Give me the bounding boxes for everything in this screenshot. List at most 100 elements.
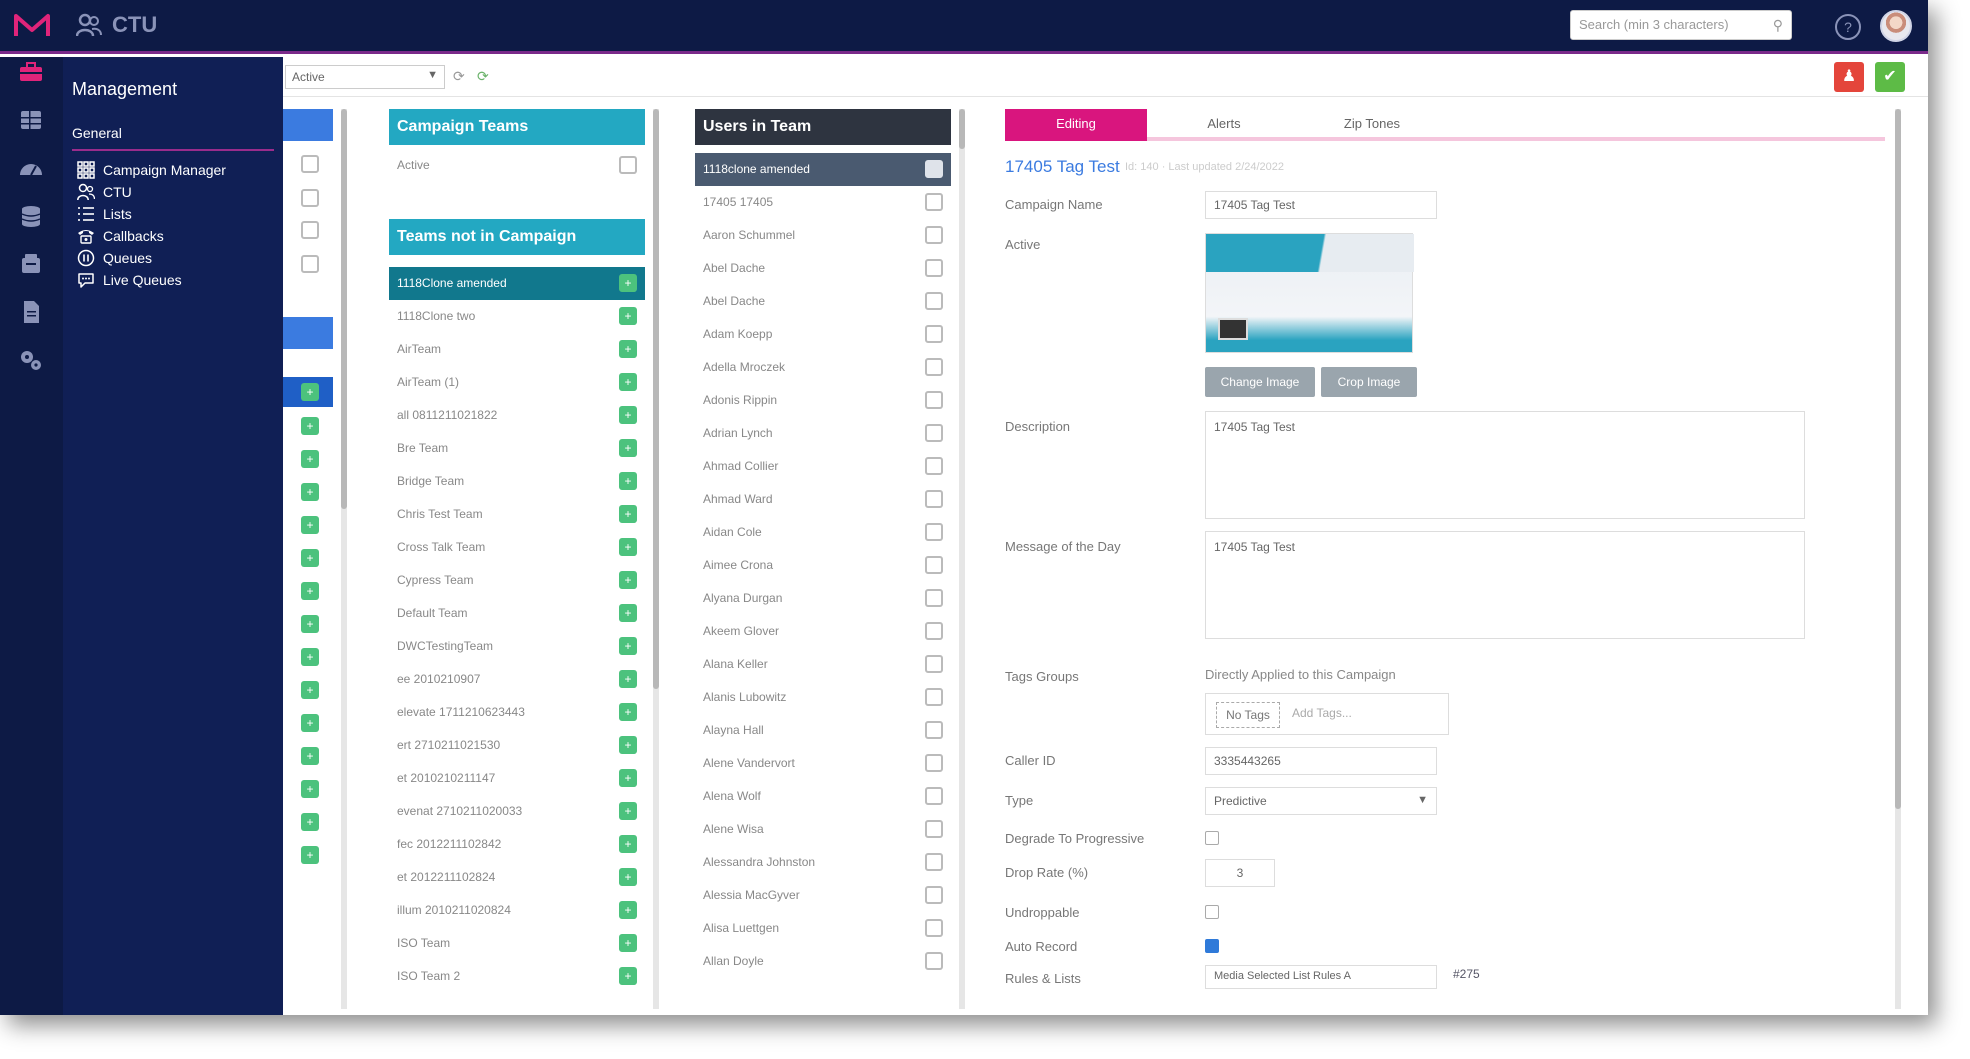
scrollbar[interactable] [653, 109, 659, 1009]
list-item[interactable]: all 0811211021822 + [389, 399, 645, 432]
brand-logo-icon[interactable] [14, 12, 50, 40]
list-item[interactable]: et 2010210211147 + [389, 762, 645, 795]
remove-checkbox[interactable] [925, 622, 943, 640]
scrollbar[interactable] [341, 109, 347, 1009]
remove-checkbox[interactable] [925, 226, 943, 244]
list-item[interactable]: Akeem Glover [695, 615, 951, 648]
save-button[interactable]: ✔ [1875, 62, 1905, 92]
list-item[interactable]: Alene Vandervort [695, 747, 951, 780]
add-icon[interactable]: + [301, 813, 319, 831]
list-item[interactable]: elevate 1711210623443 + [389, 696, 645, 729]
list-item[interactable]: Bre Team + [389, 432, 645, 465]
list-item[interactable]: Abel Dache [695, 285, 951, 318]
add-icon[interactable]: + [301, 516, 319, 534]
add-icon[interactable]: + [619, 769, 637, 787]
list-item[interactable]: Alena Wolf [695, 780, 951, 813]
list-item[interactable]: Alisa Luettgen [695, 912, 951, 945]
add-icon[interactable]: + [619, 835, 637, 853]
list-item[interactable]: 1118Clone two + [389, 300, 645, 333]
campaign-checkbox[interactable] [301, 155, 319, 173]
list-item[interactable]: Abel Dache [695, 252, 951, 285]
remove-checkbox[interactable] [925, 325, 943, 343]
scrollbar[interactable] [959, 109, 965, 1009]
dashboard-icon[interactable] [16, 153, 46, 183]
remove-checkbox[interactable] [925, 853, 943, 871]
list-item[interactable]: AirTeam (1) + [389, 366, 645, 399]
list-item[interactable]: Adam Koepp [695, 318, 951, 351]
type-select[interactable]: Predictive ▼ [1205, 787, 1437, 815]
campaign-checkbox[interactable] [301, 189, 319, 207]
remove-checkbox[interactable] [925, 259, 943, 277]
database-icon[interactable] [16, 201, 46, 231]
list-item[interactable]: ert 2710211021530 + [389, 729, 645, 762]
sync-icon[interactable]: ⟳ [477, 68, 489, 84]
remove-checkbox[interactable] [925, 820, 943, 838]
table-icon[interactable] [16, 105, 46, 135]
add-icon[interactable]: + [619, 670, 637, 688]
list-item[interactable]: 1118clone amended [695, 153, 951, 186]
list-item[interactable]: Alanis Lubowitz [695, 681, 951, 714]
add-icon[interactable]: + [301, 681, 319, 699]
reports-icon[interactable] [16, 249, 46, 279]
help-icon[interactable]: ? [1835, 14, 1861, 40]
add-icon[interactable]: + [301, 582, 319, 600]
list-item[interactable]: evenat 2710211020033 + [389, 795, 645, 828]
list-item[interactable]: Aimee Crona [695, 549, 951, 582]
add-icon[interactable]: + [301, 780, 319, 798]
remove-checkbox[interactable] [925, 292, 943, 310]
list-item[interactable]: Chris Test Team + [389, 498, 645, 531]
add-icon[interactable]: + [619, 967, 637, 985]
list-item[interactable]: Adonis Rippin [695, 384, 951, 417]
list-item[interactable]: Allan Doyle [695, 945, 951, 978]
remove-checkbox[interactable] [925, 490, 943, 508]
add-icon[interactable]: + [619, 373, 637, 391]
add-icon[interactable]: + [301, 747, 319, 765]
tags-input[interactable]: No Tags Add Tags... [1205, 693, 1449, 735]
remove-checkbox[interactable] [925, 787, 943, 805]
caller-id-input[interactable]: 3335443265 [1205, 747, 1437, 775]
list-item[interactable]: Alyana Durgan [695, 582, 951, 615]
add-icon[interactable]: + [619, 934, 637, 952]
tab-zip-tones[interactable]: Zip Tones [1343, 116, 1401, 131]
list-item[interactable]: illum 2010211020824 + [389, 894, 645, 927]
global-search-input[interactable]: Search (min 3 characters) ⚲ [1570, 10, 1792, 40]
add-icon[interactable]: + [619, 604, 637, 622]
remove-checkbox[interactable] [925, 193, 943, 211]
menu-item-ctu[interactable]: CTU [77, 181, 132, 203]
menu-item-queues[interactable]: Queues [77, 247, 152, 269]
remove-checkbox[interactable] [925, 688, 943, 706]
add-icon[interactable]: + [619, 901, 637, 919]
list-item[interactable]: Ahmad Collier [695, 450, 951, 483]
menu-item-lists[interactable]: Lists [77, 203, 132, 225]
remove-checkbox[interactable] [925, 424, 943, 442]
list-item[interactable]: ISO Team 2 + [389, 960, 645, 993]
list-item[interactable]: Adrian Lynch [695, 417, 951, 450]
toolbox-icon[interactable] [16, 57, 46, 87]
list-item[interactable]: Alayna Hall [695, 714, 951, 747]
list-item[interactable]: et 2012211102824 + [389, 861, 645, 894]
add-icon[interactable]: + [301, 417, 319, 435]
change-image-button[interactable]: Change Image [1205, 367, 1315, 397]
add-icon[interactable]: + [301, 450, 319, 468]
add-icon[interactable]: + [619, 703, 637, 721]
list-item[interactable]: AirTeam + [389, 333, 645, 366]
list-item[interactable]: Aaron Schummel [695, 219, 951, 252]
list-item[interactable]: Cypress Team + [389, 564, 645, 597]
refresh-icon[interactable]: ⟳ [453, 68, 465, 84]
menu-item-live-queues[interactable]: Live Queues [77, 269, 182, 291]
search-icon[interactable]: ⚲ [1772, 17, 1783, 33]
scrollbar[interactable] [1895, 109, 1901, 1009]
add-icon[interactable]: + [619, 505, 637, 523]
remove-checkbox[interactable] [925, 952, 943, 970]
remove-checkbox[interactable] [925, 721, 943, 739]
add-icon[interactable]: + [619, 736, 637, 754]
list-item[interactable]: Alessandra Johnston [695, 846, 951, 879]
add-icon[interactable]: + [619, 439, 637, 457]
remove-user-button[interactable]: ♟ [1834, 62, 1864, 92]
add-icon[interactable]: + [619, 472, 637, 490]
list-item[interactable]: 17405 17405 [695, 186, 951, 219]
list-item[interactable]: Alana Keller [695, 648, 951, 681]
remove-checkbox[interactable] [925, 886, 943, 904]
add-icon[interactable]: + [301, 483, 319, 501]
remove-checkbox[interactable] [925, 391, 943, 409]
